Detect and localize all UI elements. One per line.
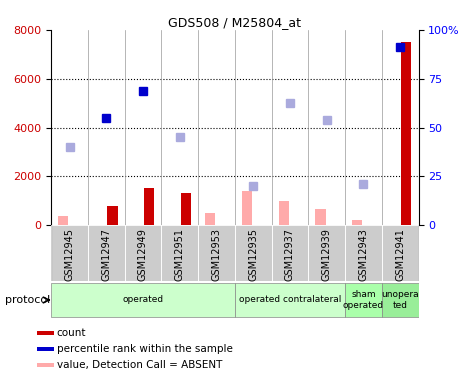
Text: GSM12943: GSM12943 [359, 228, 368, 280]
Text: sham
operated: sham operated [343, 290, 384, 310]
Text: percentile rank within the sample: percentile rank within the sample [57, 344, 232, 354]
Bar [315, 209, 326, 225]
Title: GDS508 / M25804_at: GDS508 / M25804_at [168, 16, 301, 29]
Text: GSM12953: GSM12953 [212, 228, 221, 281]
Bar [382, 225, 418, 281]
Bar [51, 225, 88, 281]
Bar [345, 283, 382, 317]
Bar [401, 42, 412, 225]
Text: GSM12949: GSM12949 [138, 228, 148, 280]
Bar [181, 194, 191, 225]
Bar [279, 201, 289, 225]
Bar [242, 191, 252, 225]
Bar [382, 283, 418, 317]
Text: GSM12945: GSM12945 [65, 228, 74, 281]
Text: value, Detection Call = ABSENT: value, Detection Call = ABSENT [57, 360, 222, 370]
Text: operated contralateral: operated contralateral [239, 296, 341, 304]
Bar [37, 347, 54, 351]
Bar [161, 225, 198, 281]
Text: GSM12937: GSM12937 [285, 228, 295, 281]
Bar [107, 206, 118, 225]
Bar [235, 283, 345, 317]
Bar [352, 220, 362, 225]
Bar [308, 225, 345, 281]
Bar [345, 225, 382, 281]
Text: GSM12941: GSM12941 [395, 228, 405, 280]
Text: GSM12947: GSM12947 [101, 228, 111, 281]
Text: GSM12935: GSM12935 [248, 228, 258, 281]
Bar [235, 225, 272, 281]
Bar [51, 283, 235, 317]
Text: GSM12951: GSM12951 [175, 228, 185, 281]
Bar [125, 225, 161, 281]
Bar [198, 225, 235, 281]
Text: unopera
ted: unopera ted [381, 290, 419, 310]
Bar [88, 225, 125, 281]
Bar [37, 363, 54, 367]
Text: protocol: protocol [5, 295, 50, 305]
Bar [272, 225, 308, 281]
Bar [37, 331, 54, 335]
Text: operated: operated [122, 296, 164, 304]
Bar [144, 188, 154, 225]
Bar [58, 216, 68, 225]
Text: count: count [57, 328, 86, 338]
Bar [205, 213, 215, 225]
Text: GSM12939: GSM12939 [322, 228, 332, 280]
